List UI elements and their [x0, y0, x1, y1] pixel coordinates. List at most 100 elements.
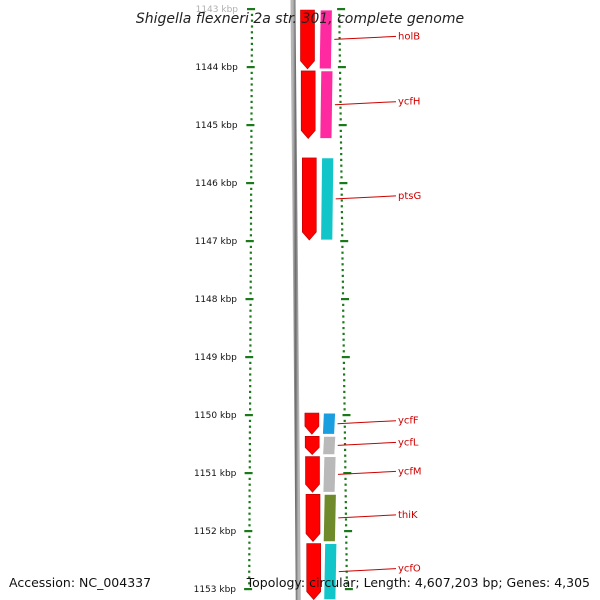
scale-minor-tick — [339, 106, 342, 109]
cog-bar-ycfO — [323, 543, 338, 600]
scale-minor-tick — [344, 483, 347, 486]
gene-label-ptsG[interactable]: ptsG — [398, 191, 421, 202]
scale-minor-tick — [341, 251, 344, 254]
cog-bar-holB — [318, 9, 333, 70]
scale-minor-tick — [339, 141, 343, 144]
scale-minor-tick — [340, 205, 343, 208]
cds-arrow-ycfF — [304, 412, 320, 435]
scale-minor-tick — [345, 524, 348, 527]
gene-label-holB[interactable]: holB — [398, 31, 420, 42]
scale-major-tick — [337, 8, 346, 11]
scale-minor-tick — [345, 553, 348, 556]
scale-minor-tick — [248, 524, 251, 527]
cds-track — [300, 9, 322, 600]
gene-leader-line — [338, 514, 397, 519]
scale-major-tick — [245, 356, 254, 359]
scale-minor-tick — [343, 431, 346, 434]
gene-label-ycfO[interactable]: ycfO — [398, 564, 421, 575]
scale-minor-tick — [248, 501, 251, 504]
scale-minor-tick — [345, 559, 348, 562]
cog-bar-ycfL — [322, 435, 337, 456]
scale-minor-tick — [250, 100, 253, 103]
scale-minor-tick — [340, 211, 343, 214]
scale-minor-tick — [248, 506, 251, 509]
scale-minor-tick — [341, 292, 345, 295]
scale-minor-tick — [338, 42, 341, 45]
scale-minor-tick — [250, 19, 254, 22]
scale-minor-tick — [250, 193, 253, 196]
scale-minor-tick — [340, 199, 343, 202]
scale-minor-tick — [249, 408, 252, 411]
scale-minor-tick — [340, 176, 343, 179]
scale-minor-tick — [339, 118, 342, 121]
scale-label: 1153 kbp — [194, 585, 237, 595]
scale-minor-tick — [342, 327, 345, 330]
scale-minor-tick — [250, 164, 253, 167]
scale-label: 1146 kbp — [195, 179, 238, 189]
scale-minor-tick — [250, 95, 253, 98]
gene-leader-line — [334, 35, 397, 40]
scale-minor-tick — [249, 338, 252, 341]
cds-arrow-ycfH — [300, 70, 316, 139]
scale-minor-tick — [344, 466, 347, 469]
gene-label-ycfF[interactable]: ycfF — [398, 416, 419, 427]
scale-minor-tick — [343, 385, 346, 388]
cog-track — [318, 9, 338, 600]
scale-minor-tick — [249, 327, 252, 330]
scale-minor-tick — [250, 129, 253, 132]
scale-minor-tick — [339, 77, 342, 80]
scale-minor-tick — [344, 448, 347, 451]
scale-minor-tick — [249, 303, 252, 306]
gene-label-ycfH[interactable]: ycfH — [398, 97, 420, 108]
scale-minor-tick — [250, 176, 253, 179]
scale-major-tick — [341, 356, 350, 359]
scale-minor-tick — [343, 396, 346, 399]
scale-minor-tick — [338, 54, 341, 57]
scale-minor-tick — [341, 257, 344, 260]
gene-labels: holB ycfH ptsG ycfF ycfL ycfM thiK ycfO — [334, 31, 422, 575]
scale-label: 1152 kbp — [194, 527, 237, 537]
scale-minor-tick — [248, 564, 251, 567]
scale-major-tick — [244, 414, 253, 417]
scale-minor-tick — [342, 338, 345, 341]
scale-minor-tick — [249, 292, 252, 295]
scale-minor-tick — [249, 280, 252, 283]
scale-minor-tick — [344, 501, 347, 504]
gene-leader-line — [337, 470, 397, 475]
scale-minor-tick — [341, 263, 344, 266]
scale-major-tick — [344, 530, 353, 533]
gene-leader-line — [337, 441, 397, 446]
scale-minor-tick — [249, 373, 252, 376]
scale-minor-tick — [249, 211, 253, 214]
cog-bar-ycfM — [322, 456, 337, 493]
scale-minor-tick — [249, 332, 252, 335]
scale-minor-tick — [250, 77, 253, 80]
scale-minor-tick — [338, 31, 341, 34]
scale-minor-tick — [339, 112, 342, 115]
scale-minor-tick — [340, 216, 344, 219]
scale-major-tick — [246, 182, 255, 185]
scale-minor-tick — [338, 25, 341, 28]
cds-arrow-holB — [300, 9, 315, 70]
scale-minor-tick — [249, 263, 252, 266]
scale-minor-tick — [249, 216, 253, 219]
scale-label: 1147 kbp — [195, 237, 238, 247]
scale-major-tick — [343, 472, 352, 475]
scale-minor-tick — [345, 564, 348, 567]
scale-minor-tick — [248, 495, 251, 498]
scale-minor-tick — [249, 321, 252, 324]
scale-minor-tick — [345, 582, 348, 585]
scale-minor-tick — [339, 83, 342, 86]
scale-minor-tick — [341, 222, 344, 225]
scale-minor-tick — [342, 367, 346, 370]
scale-minor-tick — [248, 582, 251, 585]
gene-label-ycfL[interactable]: ycfL — [398, 437, 419, 448]
scale-major-tick — [341, 298, 349, 301]
gene-label-ycfM[interactable]: ycfM — [398, 466, 422, 477]
scale-label: 1148 kbp — [195, 295, 238, 305]
scale-minor-tick — [338, 37, 341, 40]
scale-minor-tick — [342, 350, 345, 353]
map-title: Shigella flexneri 2a str. 301, complete … — [136, 11, 464, 27]
gene-label-thiK[interactable]: thiK — [398, 510, 418, 521]
scale-minor-tick — [249, 379, 252, 382]
